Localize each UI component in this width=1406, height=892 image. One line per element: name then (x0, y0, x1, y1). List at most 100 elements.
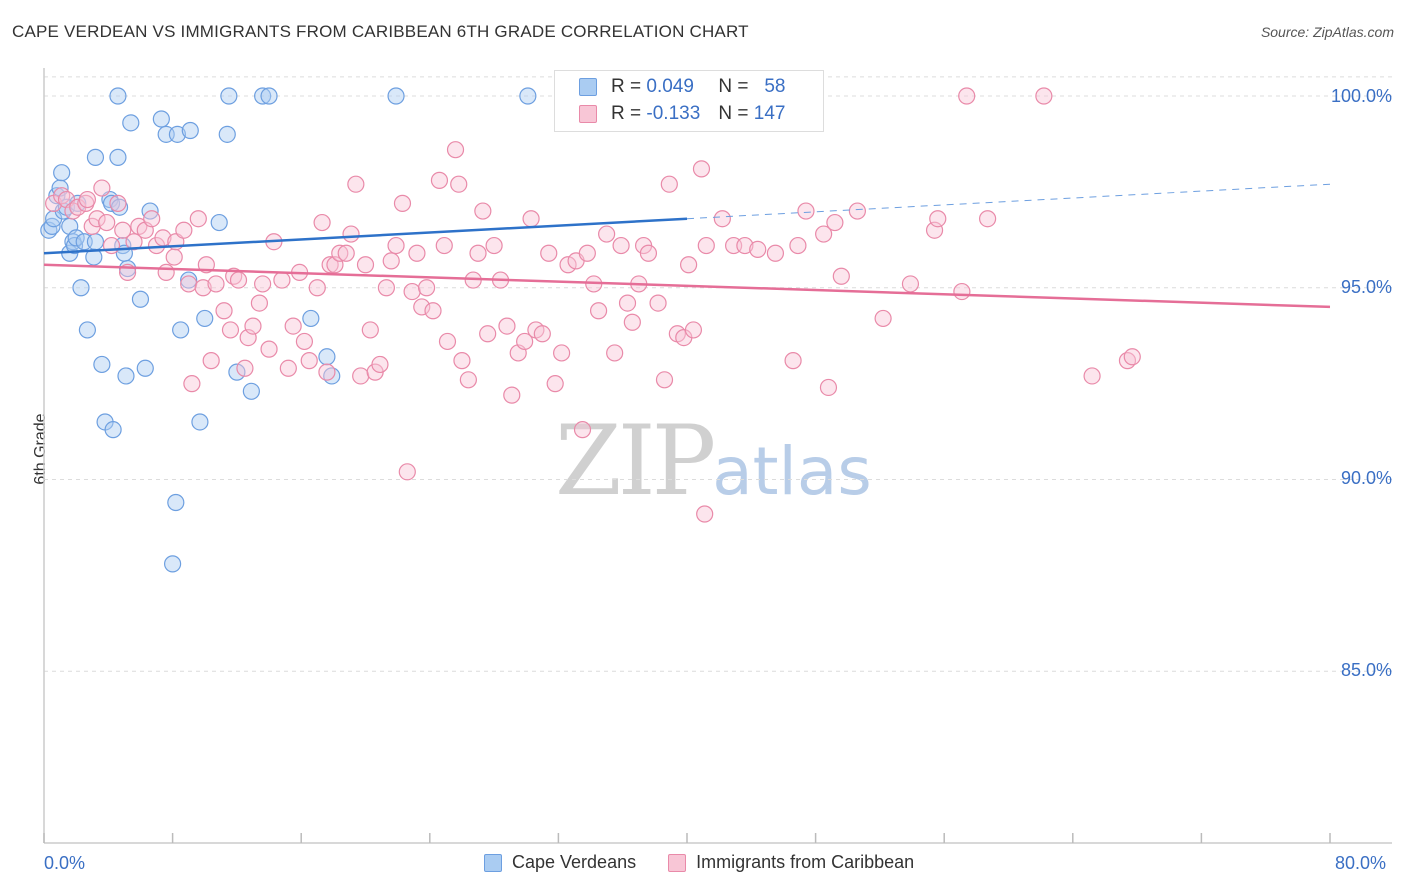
caribbean-point (313, 213, 331, 232)
watermark-atlas: atlas (712, 433, 872, 510)
cape-verdean-point (181, 121, 199, 140)
caribbean-point (143, 210, 161, 228)
cape-verdean-point (196, 309, 214, 328)
stats-legend: R = 0.049 N = 58 R = -0.133 N = 147 (554, 70, 824, 132)
caribbean-point (929, 210, 947, 228)
caribbean-point (438, 332, 457, 351)
legend-n-label: N = (718, 103, 749, 124)
caribbean-point (284, 317, 302, 335)
caribbean-point (692, 160, 711, 178)
caribbean-trendline (43, 263, 1331, 309)
cape-verdean-point (172, 321, 190, 339)
caribbean-point (377, 279, 395, 297)
cape-verdean-point (93, 355, 111, 374)
caribbean-point (254, 275, 272, 293)
caribbean-point (953, 282, 971, 301)
caribbean-point (202, 352, 220, 370)
caribbean-point (797, 202, 815, 220)
cape-verdean-point (78, 321, 97, 339)
cape-verdean-point (180, 271, 198, 289)
y-tick-85: 85.0% (1340, 660, 1392, 680)
caribbean-point (435, 236, 453, 255)
cape-verdean-trendline-extension (686, 183, 1331, 220)
caribbean-point (387, 236, 405, 255)
caribbean-point (1035, 87, 1053, 105)
cape-verdean-point (136, 359, 154, 377)
caribbean-point (598, 225, 616, 243)
caribbean-point (114, 221, 132, 239)
caribbean-point (623, 313, 641, 331)
caribbean-point (606, 344, 624, 362)
legend-r-label: R = (611, 76, 642, 97)
caribbean-point (244, 317, 262, 335)
caribbean-point (215, 302, 233, 320)
caribbean-point (766, 244, 785, 262)
cape-verdean-point (302, 309, 320, 328)
cape-verdean-point (86, 233, 105, 251)
caribbean-point (1083, 367, 1101, 385)
caribbean-point (393, 194, 412, 212)
cape-verdean-point (191, 413, 209, 431)
x-tick-min: 0.0% (44, 853, 86, 873)
bottom-legend-swatch-blue (484, 853, 502, 872)
caribbean-point (331, 244, 349, 262)
cape-verdean-point (104, 421, 122, 439)
caribbean-point (498, 317, 516, 335)
caribbean-point (295, 332, 314, 351)
caribbean-point (979, 210, 997, 228)
caribbean-point (408, 244, 426, 262)
caribbean-point (109, 194, 127, 212)
cape-verdean-point (86, 148, 105, 166)
cape-verdean-point (109, 87, 127, 105)
caribbean-point (784, 352, 802, 370)
caribbean-point (78, 190, 97, 209)
cape-verdean-point (254, 87, 272, 105)
caribbean-point (403, 282, 421, 301)
caribbean-point (546, 375, 564, 393)
caribbean-point (102, 236, 121, 255)
caribbean-point (1123, 348, 1141, 366)
y-tick-95: 95.0% (1340, 277, 1392, 297)
bottom-legend-swatch-pink (668, 853, 687, 872)
caribbean-point (207, 275, 225, 293)
caribbean-point (352, 367, 370, 385)
caribbean-point (273, 271, 291, 289)
caribbean-point (469, 244, 487, 262)
caribbean-point (459, 371, 477, 389)
legend-r-label: R = (611, 103, 642, 124)
caribbean-point (221, 321, 240, 339)
caribbean-point (229, 271, 248, 289)
cape-verdean-point (131, 290, 150, 308)
caribbean-point (697, 236, 715, 255)
caribbean-point (618, 294, 637, 312)
legend-n-label: N = (718, 76, 749, 97)
caribbean-point (347, 175, 365, 193)
caribbean-point (578, 244, 596, 262)
caribbean-point (279, 359, 297, 377)
caribbean-point (356, 256, 375, 274)
bottom-legend: Cape Verdeans Immigrants from Caribbean (484, 852, 914, 873)
caribbean-point (175, 221, 193, 239)
caribbean-point (337, 244, 355, 262)
caribbean-point (553, 344, 571, 362)
caribbean-point (430, 171, 449, 189)
cape-verdean-point (152, 110, 170, 128)
caribbean-point (453, 352, 471, 370)
caribbean-point (958, 87, 976, 105)
cape-verdean-point (122, 114, 140, 132)
caribbean-point (236, 359, 254, 377)
bottom-legend-cape-verdeans: Cape Verdeans (512, 852, 637, 872)
cape-verdean-point (53, 164, 71, 182)
caribbean-point (189, 210, 207, 228)
caribbean-point (157, 263, 175, 282)
caribbean-point (503, 386, 521, 404)
legend-swatch-pink (579, 105, 597, 123)
caribbean-point (540, 244, 558, 262)
cape-verdean-point (519, 87, 537, 105)
caribbean-point (413, 298, 431, 316)
caribbean-point (398, 463, 416, 481)
caribbean-point (446, 141, 465, 159)
caribbean-point (573, 421, 592, 439)
caribbean-point (98, 213, 116, 232)
